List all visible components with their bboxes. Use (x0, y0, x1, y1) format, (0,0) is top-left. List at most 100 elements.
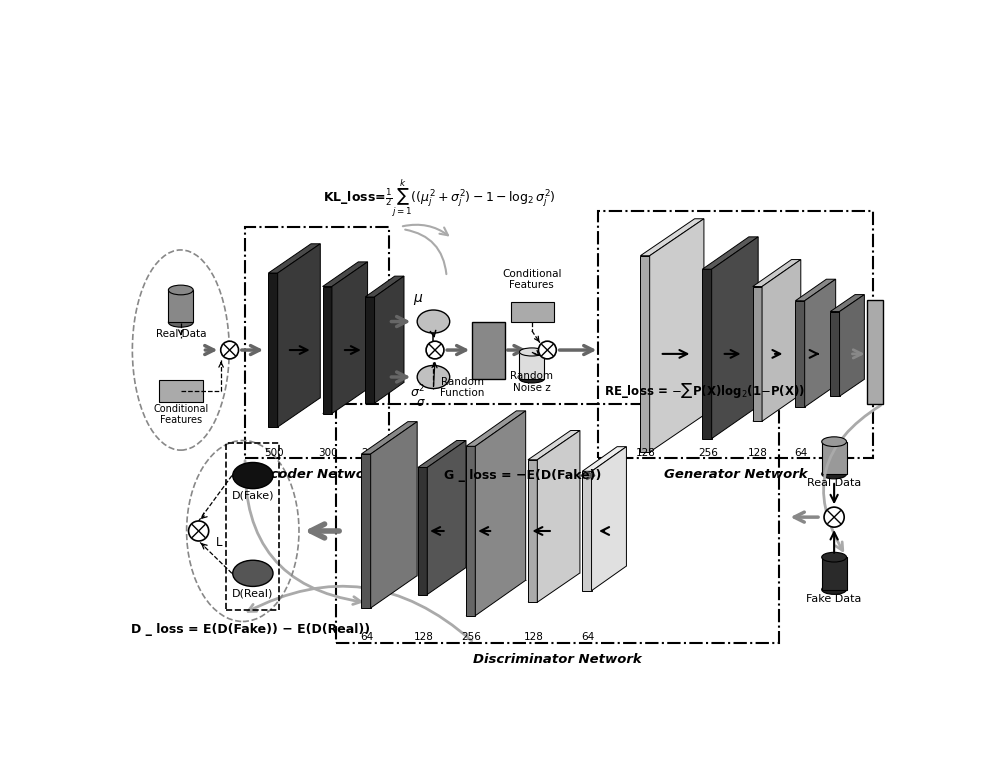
Text: 128: 128 (636, 447, 656, 457)
Text: Conditional
Features: Conditional Features (153, 403, 208, 425)
Text: D _ loss = E(D(Fake)) − E(D(Real)): D _ loss = E(D(Fake)) − E(D(Real)) (131, 623, 370, 636)
Polygon shape (418, 441, 466, 467)
FancyBboxPatch shape (519, 352, 544, 379)
Polygon shape (268, 244, 320, 273)
FancyArrowPatch shape (245, 460, 361, 604)
Polygon shape (332, 262, 368, 413)
Text: 128: 128 (413, 632, 433, 642)
Polygon shape (640, 218, 704, 256)
Polygon shape (795, 301, 805, 407)
Circle shape (538, 341, 556, 359)
Polygon shape (268, 273, 278, 427)
Polygon shape (323, 262, 368, 286)
Text: 500: 500 (264, 447, 284, 457)
Text: 64: 64 (581, 632, 594, 642)
Polygon shape (466, 411, 526, 446)
Text: 128: 128 (748, 447, 768, 457)
FancyBboxPatch shape (511, 301, 554, 322)
Text: Encoder Network: Encoder Network (252, 468, 381, 481)
Text: RE_loss = $-\sum$P(X)log$_2$(1$-$P(X)): RE_loss = $-\sum$P(X)log$_2$(1$-$P(X)) (604, 381, 805, 400)
Polygon shape (528, 431, 580, 460)
Ellipse shape (519, 348, 544, 356)
Ellipse shape (417, 310, 450, 333)
Polygon shape (702, 269, 712, 438)
Polygon shape (278, 244, 320, 427)
Polygon shape (795, 279, 836, 301)
Ellipse shape (822, 470, 847, 479)
Ellipse shape (822, 552, 847, 562)
FancyBboxPatch shape (472, 322, 505, 378)
Text: Discriminator Network: Discriminator Network (473, 653, 642, 666)
Polygon shape (592, 447, 626, 591)
Polygon shape (365, 297, 375, 403)
Text: D(Real): D(Real) (232, 588, 274, 598)
Text: 64: 64 (794, 447, 807, 457)
Text: 200: 200 (362, 447, 381, 457)
Polygon shape (830, 311, 840, 396)
Polygon shape (528, 460, 537, 602)
FancyBboxPatch shape (168, 290, 193, 323)
Circle shape (189, 521, 209, 541)
Circle shape (824, 507, 844, 527)
FancyBboxPatch shape (867, 300, 883, 404)
Ellipse shape (233, 560, 273, 587)
FancyBboxPatch shape (159, 380, 202, 402)
Text: 32: 32 (829, 447, 842, 457)
Polygon shape (361, 422, 417, 454)
Text: Generator Network: Generator Network (664, 468, 808, 481)
Text: L: L (216, 537, 223, 549)
FancyArrowPatch shape (405, 230, 446, 274)
Text: Random
Function: Random Function (440, 377, 484, 398)
Text: $\mu$: $\mu$ (413, 291, 423, 307)
Text: 128: 128 (523, 632, 543, 642)
Polygon shape (375, 276, 404, 403)
Text: Random
Noise z: Random Noise z (510, 371, 553, 393)
Polygon shape (371, 422, 417, 608)
Text: $\sigma^2$: $\sigma^2$ (410, 384, 426, 401)
Polygon shape (640, 256, 650, 452)
Circle shape (426, 341, 444, 359)
Polygon shape (582, 447, 626, 471)
Ellipse shape (822, 584, 847, 594)
Text: KL_loss=$\frac{1}{2}\sum_{j=1}^{k}((\mu_j^2+\sigma_j^2)-1-\log_2\sigma_j^2)$: KL_loss=$\frac{1}{2}\sum_{j=1}^{k}((\mu_… (323, 177, 555, 219)
FancyBboxPatch shape (822, 557, 847, 590)
Text: Conditional
Features: Conditional Features (502, 269, 562, 291)
Ellipse shape (168, 317, 193, 327)
FancyArrowPatch shape (248, 586, 472, 641)
Ellipse shape (417, 365, 450, 389)
Polygon shape (840, 295, 864, 396)
Text: 256: 256 (461, 632, 481, 642)
Text: G _ loss = −E(D(Fake)): G _ loss = −E(D(Fake)) (444, 469, 602, 482)
Text: Real Data: Real Data (807, 479, 861, 489)
Polygon shape (361, 454, 371, 608)
Text: Fake Data: Fake Data (806, 594, 862, 603)
Polygon shape (650, 218, 704, 452)
Polygon shape (753, 260, 801, 286)
Circle shape (221, 341, 239, 359)
FancyBboxPatch shape (822, 441, 847, 474)
Ellipse shape (519, 375, 544, 383)
Ellipse shape (168, 285, 193, 295)
Ellipse shape (822, 437, 847, 447)
Polygon shape (537, 431, 580, 602)
Polygon shape (805, 279, 836, 407)
FancyArrowPatch shape (824, 406, 881, 550)
Polygon shape (830, 295, 864, 311)
Polygon shape (753, 286, 762, 422)
Text: 256: 256 (698, 447, 718, 457)
Polygon shape (323, 286, 332, 413)
Text: 300: 300 (318, 447, 338, 457)
Ellipse shape (233, 463, 273, 489)
Polygon shape (582, 471, 592, 591)
Text: Real Data: Real Data (156, 329, 206, 339)
Text: 64: 64 (360, 632, 373, 642)
Polygon shape (702, 237, 758, 269)
Polygon shape (475, 411, 526, 616)
FancyArrowPatch shape (403, 224, 448, 235)
Text: D(Fake): D(Fake) (232, 491, 274, 501)
Polygon shape (712, 237, 758, 438)
Polygon shape (466, 446, 475, 616)
Polygon shape (418, 467, 427, 594)
Polygon shape (365, 276, 404, 297)
Polygon shape (762, 260, 801, 422)
